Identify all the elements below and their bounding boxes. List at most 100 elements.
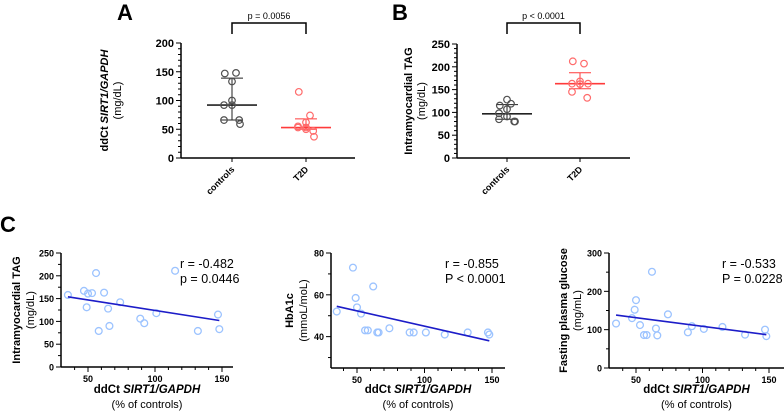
y-tick-label: 200	[587, 287, 602, 297]
data-point	[635, 321, 645, 330]
panel-A: A 0 50 100 150 200 ddCt SIRT1/GAPDH (mg/dL) p = …	[99, 0, 355, 197]
panel-letter: C	[0, 212, 16, 237]
x-axis-label: ddCt SIRT1/GAPDH	[94, 384, 201, 396]
y-tick-label: 300	[587, 249, 602, 259]
y-tick-label: 200	[39, 271, 54, 281]
y-axis-unit: (mg/dL)	[112, 82, 124, 120]
data-point	[385, 324, 394, 333]
data-point	[568, 79, 576, 88]
data-point	[236, 120, 244, 128]
y-tick-label: 100	[587, 325, 602, 335]
data-point	[495, 109, 503, 118]
y-tick-label: 250	[39, 249, 54, 259]
data-point	[348, 263, 358, 272]
x-axis-unit: (% of controls)	[661, 399, 732, 411]
x-axis-label: ddCt SIRT1/GAPDH	[643, 384, 750, 396]
x-axis-unit: (% of controls)	[112, 399, 183, 411]
data-point	[639, 330, 649, 340]
data-point	[361, 326, 370, 335]
y-tick-label: 0	[597, 364, 602, 374]
y-tick-label: 200	[432, 62, 450, 74]
data-point	[568, 57, 577, 66]
data-point	[760, 325, 770, 334]
y-tick-label: 100	[432, 107, 450, 119]
correlation-r: r = -0.533	[722, 257, 776, 271]
data-point	[63, 290, 72, 300]
x-tick-label: 50	[83, 374, 93, 384]
x-axis-label: ddCt SIRT1/GAPDH	[365, 384, 472, 396]
data-point	[507, 99, 515, 108]
data-point	[140, 319, 149, 328]
y-tick-label: 0	[444, 153, 450, 165]
y-label-text: Intramyocardial TAG	[403, 47, 415, 154]
y-tick-label: 150	[432, 85, 450, 97]
data-point	[485, 330, 494, 339]
data-point	[762, 332, 771, 341]
x-label-text: ddCt	[643, 384, 672, 396]
data-point	[232, 68, 240, 77]
y-tick-label: 150	[39, 294, 54, 304]
data-point	[611, 319, 621, 328]
data-point	[228, 96, 236, 105]
regression-line	[615, 314, 767, 336]
y-axis-label: Intramyocardial TAG	[11, 256, 23, 363]
correlation-r: r = -0.482	[180, 257, 234, 271]
y-tick-label: 50	[44, 340, 54, 350]
data-point	[495, 115, 503, 124]
data-point	[193, 326, 202, 336]
data-point	[576, 77, 584, 86]
x-tick-label: 50	[631, 375, 641, 385]
y-axis-label: ddCt SIRT1/GAPDH	[99, 49, 111, 152]
data-point	[584, 79, 592, 88]
panel-C2: 40 60 80 50 100 150 HbA1c (mmoL/moL) ddCt SIRT1/…	[284, 249, 506, 412]
panel-C1: C 0 50 100 150 200 250 50 100 150 Intramyocardial …	[0, 212, 239, 411]
x-tick-label: 100	[695, 375, 710, 385]
data-point	[228, 77, 236, 86]
data-point	[511, 117, 519, 126]
panel-letter: B	[392, 0, 408, 25]
x-label-gene: SIRT1/GAPDH	[394, 384, 472, 396]
data-point	[495, 101, 504, 110]
panel-B: B 0 50 100 150 200 250 Intramyocardial TAG (mg/d…	[392, 0, 630, 197]
data-point	[104, 304, 113, 313]
data-point	[683, 328, 692, 337]
data-point	[647, 267, 657, 276]
y-tick-label: 0	[49, 363, 54, 373]
data-point	[440, 330, 449, 339]
data-point	[363, 326, 372, 335]
data-point	[642, 330, 651, 340]
correlation-r: r = -0.855	[445, 257, 499, 271]
data-point	[91, 269, 101, 278]
x-label-gene: SIRT1/GAPDH	[673, 384, 751, 396]
x-label-text: ddCt	[365, 384, 394, 396]
x-label-gene: SIRT1/GAPDH	[123, 384, 201, 396]
regression-line	[67, 295, 220, 322]
y-tick-label: 60	[314, 290, 324, 300]
x-tick-label: T2D	[291, 164, 310, 183]
correlation-p: p = 0.0446	[180, 272, 239, 286]
data-point	[583, 93, 592, 102]
p-value-label: p < 0.0001	[522, 11, 565, 21]
data-point	[82, 303, 91, 312]
data-point	[87, 289, 97, 298]
y-tick-label: 100	[39, 317, 54, 327]
data-point	[83, 289, 93, 298]
data-point	[409, 328, 418, 337]
data-point	[568, 87, 576, 96]
x-tick-label: 100	[417, 375, 432, 385]
data-point	[235, 116, 244, 124]
y-tick-label: 150	[156, 67, 174, 79]
x-tick-label: 50	[352, 375, 362, 385]
data-point	[215, 325, 224, 334]
data-point	[503, 105, 511, 114]
data-point	[580, 59, 588, 68]
y-label-gene: SIRT1/GAPDH	[99, 49, 111, 124]
data-point	[576, 80, 584, 89]
x-tick-label: T2D	[565, 164, 584, 183]
x-tick-label: controls	[479, 164, 511, 196]
panel-C3: 0 100 200 300 50 100 150 Fasting plasma glucose…	[558, 248, 784, 411]
data-point	[699, 324, 708, 333]
significance-bracket	[506, 22, 581, 34]
y-tick-label: 40	[314, 332, 324, 342]
